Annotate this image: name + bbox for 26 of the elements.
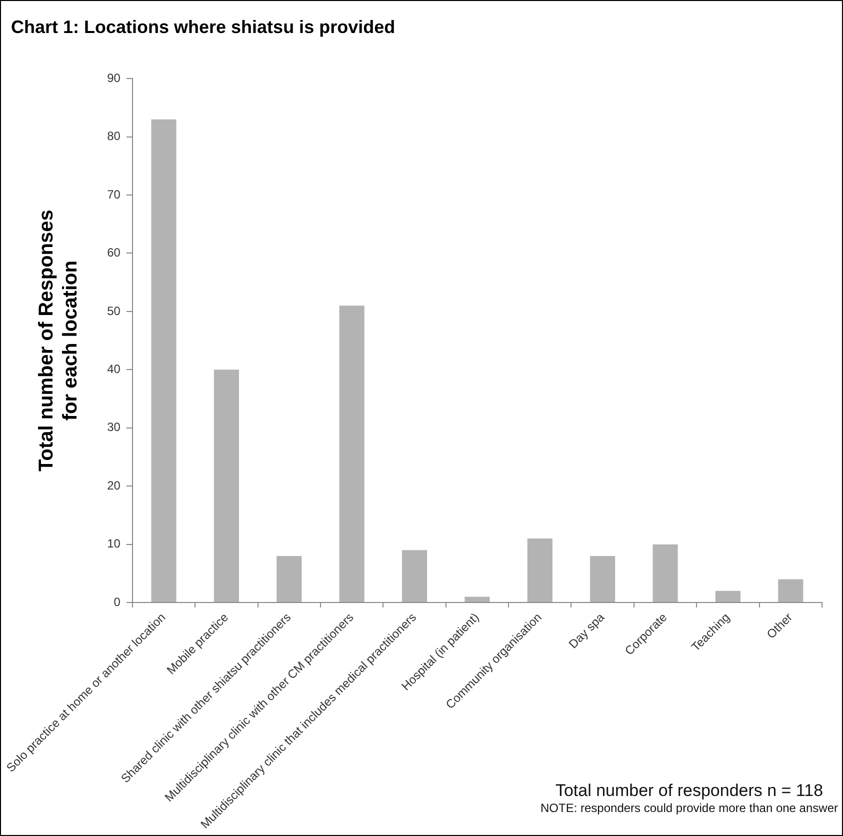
bar — [778, 579, 804, 602]
y-tick-label: 60 — [107, 246, 121, 260]
bar — [402, 550, 428, 602]
y-tick-label: 80 — [107, 129, 121, 144]
y-tick-label: 90 — [107, 70, 121, 85]
y-tick-label: 70 — [107, 187, 121, 202]
bar — [339, 306, 364, 602]
bar — [214, 370, 239, 602]
x-tick-label: Day spa — [566, 610, 608, 652]
y-tick-label: 40 — [107, 362, 121, 376]
y-tick-label: 30 — [107, 420, 121, 434]
text: NOTE: responders could provide more than one answer — [540, 801, 838, 815]
y-axis-title: Total number of Responses for each location — [36, 210, 82, 472]
bar — [590, 556, 616, 602]
bar — [276, 556, 302, 602]
text: Total number of responders n = 118 — [554, 781, 824, 801]
bar — [151, 119, 176, 602]
y-tick-label: 20 — [107, 478, 121, 492]
bar — [527, 538, 552, 602]
bar — [652, 544, 678, 602]
bar — [464, 596, 490, 602]
y-tick-label: 0 — [114, 594, 121, 609]
y-tick-label: 50 — [107, 304, 121, 318]
y-tick-label: 10 — [107, 536, 121, 551]
bar — [715, 590, 741, 602]
chart-title: Chart 1: Locations where shiatsu is provided — [11, 16, 396, 37]
